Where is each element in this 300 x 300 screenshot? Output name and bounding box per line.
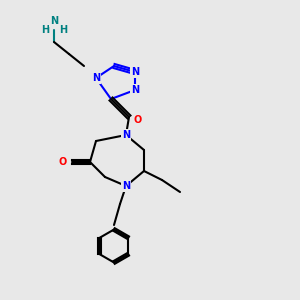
Text: N: N: [50, 16, 58, 26]
Text: O: O: [134, 115, 142, 125]
Text: H: H: [59, 25, 67, 35]
Text: N: N: [131, 67, 139, 77]
Text: N: N: [92, 73, 100, 83]
Text: H: H: [41, 25, 49, 35]
Text: N: N: [131, 85, 139, 95]
Text: O: O: [59, 157, 67, 167]
Text: N: N: [122, 181, 130, 191]
Text: N: N: [122, 130, 130, 140]
